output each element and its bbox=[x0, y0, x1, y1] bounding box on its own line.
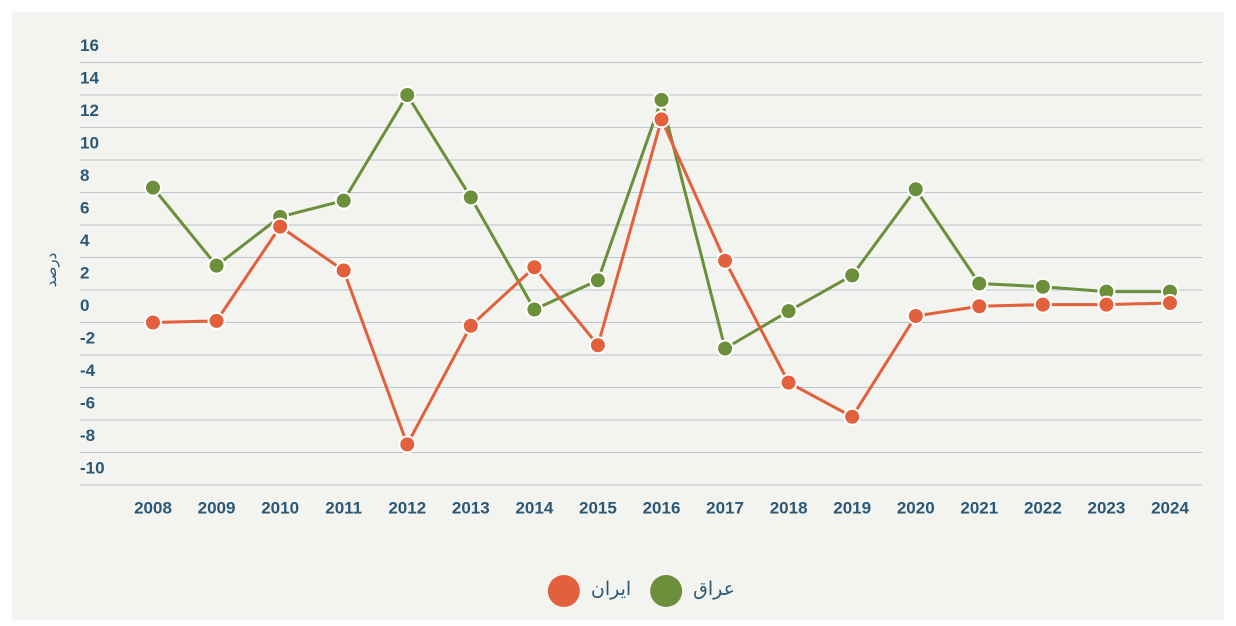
data-point bbox=[525, 300, 544, 319]
x-tick-label: 2016 bbox=[643, 498, 681, 517]
data-point bbox=[906, 307, 925, 325]
x-tick-label: 2018 bbox=[770, 498, 808, 517]
data-point bbox=[207, 256, 226, 275]
y-tick-label: -2 bbox=[80, 328, 95, 347]
y-tick-label: -10 bbox=[80, 458, 105, 477]
data-point bbox=[398, 86, 417, 104]
data-point bbox=[207, 311, 226, 330]
data-point bbox=[779, 302, 798, 321]
y-tick-label: 0 bbox=[80, 296, 89, 315]
y-tick-label: 14 bbox=[80, 68, 99, 87]
y-tick-label: 8 bbox=[80, 166, 89, 185]
data-point bbox=[779, 373, 798, 392]
legend-swatch bbox=[547, 575, 580, 607]
x-tick-label: 2020 bbox=[897, 498, 935, 517]
y-tick-label: -4 bbox=[80, 361, 96, 380]
x-tick-label: 2024 bbox=[1151, 498, 1189, 517]
x-tick-label: 2009 bbox=[198, 498, 236, 517]
x-tick-label: 2022 bbox=[1024, 498, 1062, 517]
data-point bbox=[906, 180, 925, 199]
legend-swatch bbox=[650, 575, 683, 607]
data-point bbox=[1033, 295, 1052, 314]
data-point bbox=[588, 271, 607, 290]
data-point bbox=[588, 336, 607, 355]
data-point bbox=[461, 188, 480, 207]
data-point bbox=[144, 178, 162, 197]
y-axis-label: درصد bbox=[43, 253, 60, 288]
data-point bbox=[1161, 294, 1179, 312]
x-tick-label: 2023 bbox=[1088, 498, 1126, 517]
data-point bbox=[144, 313, 162, 332]
y-tick-label: 4 bbox=[80, 231, 90, 250]
data-point bbox=[334, 261, 353, 280]
data-point bbox=[652, 90, 671, 109]
data-point bbox=[652, 110, 671, 129]
data-point bbox=[1033, 277, 1052, 296]
data-point bbox=[970, 297, 989, 316]
x-tick-label: 2012 bbox=[388, 498, 426, 517]
x-tick-label: 2015 bbox=[579, 498, 617, 517]
data-point bbox=[525, 258, 544, 277]
y-tick-label: 10 bbox=[80, 133, 99, 152]
x-tick-label: 2017 bbox=[706, 498, 744, 517]
data-point bbox=[398, 435, 417, 454]
x-tick-label: 2011 bbox=[325, 498, 362, 517]
data-point bbox=[843, 407, 862, 426]
x-tick-label: 2008 bbox=[134, 498, 172, 517]
x-tick-label: 2013 bbox=[452, 498, 490, 517]
data-point bbox=[970, 274, 989, 293]
data-point bbox=[1097, 295, 1116, 314]
y-tick-label: 6 bbox=[80, 198, 89, 217]
y-tick-label: 12 bbox=[80, 101, 99, 120]
legend-label: عراق bbox=[693, 579, 735, 600]
x-tick-label: 2010 bbox=[261, 498, 299, 517]
legend-label: ایران bbox=[591, 579, 631, 600]
data-point bbox=[843, 266, 862, 285]
data-point bbox=[271, 217, 290, 236]
data-point bbox=[461, 316, 480, 335]
y-tick-label: -6 bbox=[80, 393, 95, 412]
y-tick-label: 16 bbox=[80, 36, 99, 55]
y-tick-label: 2 bbox=[80, 263, 89, 282]
data-point bbox=[716, 339, 735, 358]
x-tick-label: 2021 bbox=[960, 498, 998, 517]
y-tick-label: -8 bbox=[80, 426, 95, 445]
data-point bbox=[716, 251, 735, 270]
data-point bbox=[334, 191, 353, 210]
chart-background bbox=[12, 12, 1224, 620]
x-tick-label: 2014 bbox=[515, 498, 553, 517]
x-tick-label: 2019 bbox=[833, 498, 871, 517]
